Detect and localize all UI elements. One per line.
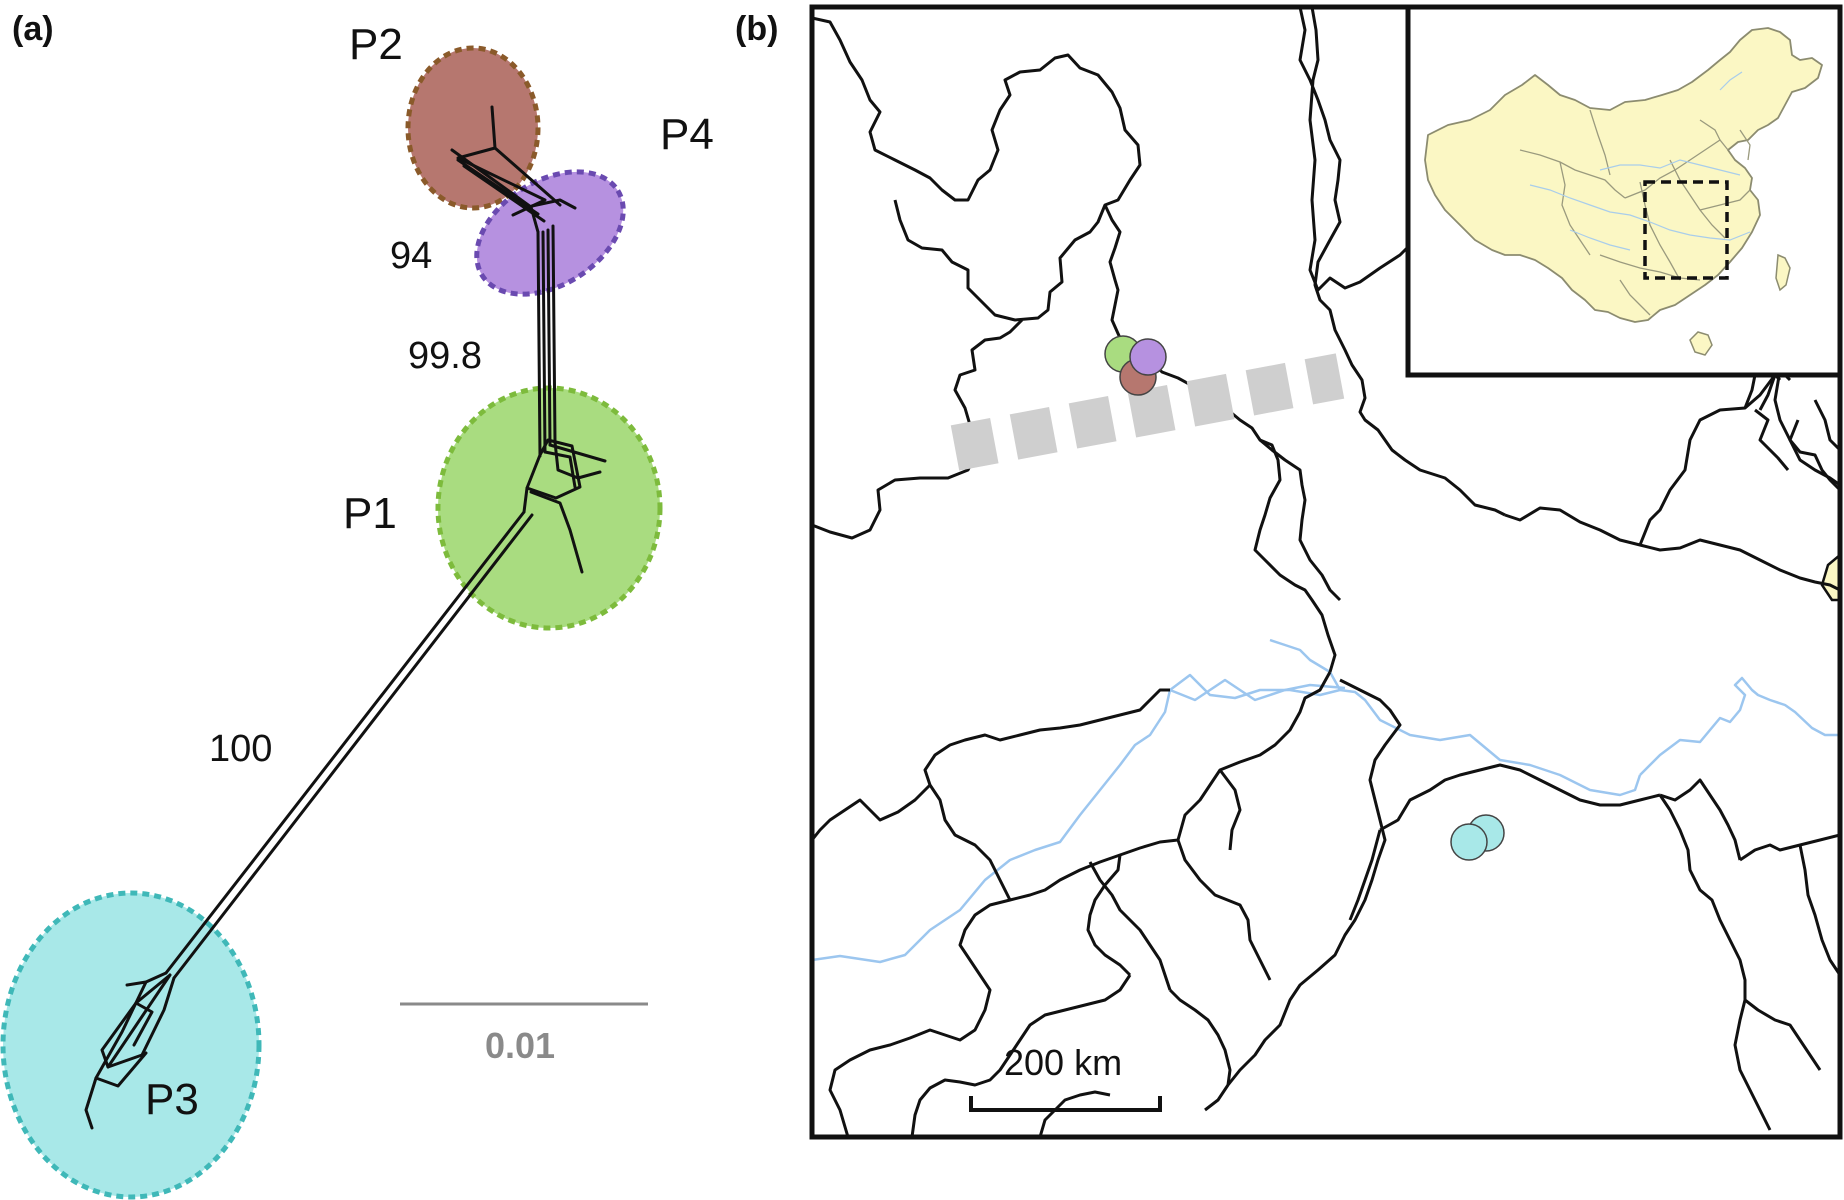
support-value-99-8: 99.8 — [408, 335, 482, 377]
cluster-p4-label: P4 — [660, 110, 714, 159]
cluster-p2-ellipse — [405, 45, 541, 211]
map-area — [812, 7, 1840, 1137]
inset-map — [1408, 7, 1840, 375]
inset-frame — [1405, 4, 1843, 378]
map-frame — [809, 4, 1843, 1140]
cluster-p1-label: P1 — [343, 489, 397, 538]
cluster-p3-label: P3 — [145, 1075, 199, 1124]
cluster-p3-ellipse — [0, 890, 262, 1200]
gray-dashed-band — [950, 353, 1345, 471]
cluster-p2-label: P2 — [349, 20, 403, 69]
distance-scale-label: 0.01 — [485, 1025, 555, 1066]
support-value-94: 94 — [390, 235, 432, 277]
inset-china-shape — [1424, 27, 1823, 323]
panel-b-label: (b) — [735, 10, 778, 48]
panel-a-label: (a) — [12, 10, 54, 48]
sample-point-p3-b — [1450, 823, 1488, 861]
inset-study-area-box — [1643, 180, 1729, 280]
sample-point-p4 — [1129, 338, 1167, 376]
map-scale-label: 200 km — [1004, 1042, 1122, 1083]
river-lines — [812, 638, 1840, 964]
panel-a: (a) — [0, 10, 714, 1200]
province-borders — [812, 7, 1840, 1137]
support-value-100: 100 — [209, 728, 272, 770]
map-scale-bar — [969, 1096, 1162, 1112]
panel-b: (b) — [735, 4, 1843, 1140]
splits-network — [84, 105, 607, 1130]
